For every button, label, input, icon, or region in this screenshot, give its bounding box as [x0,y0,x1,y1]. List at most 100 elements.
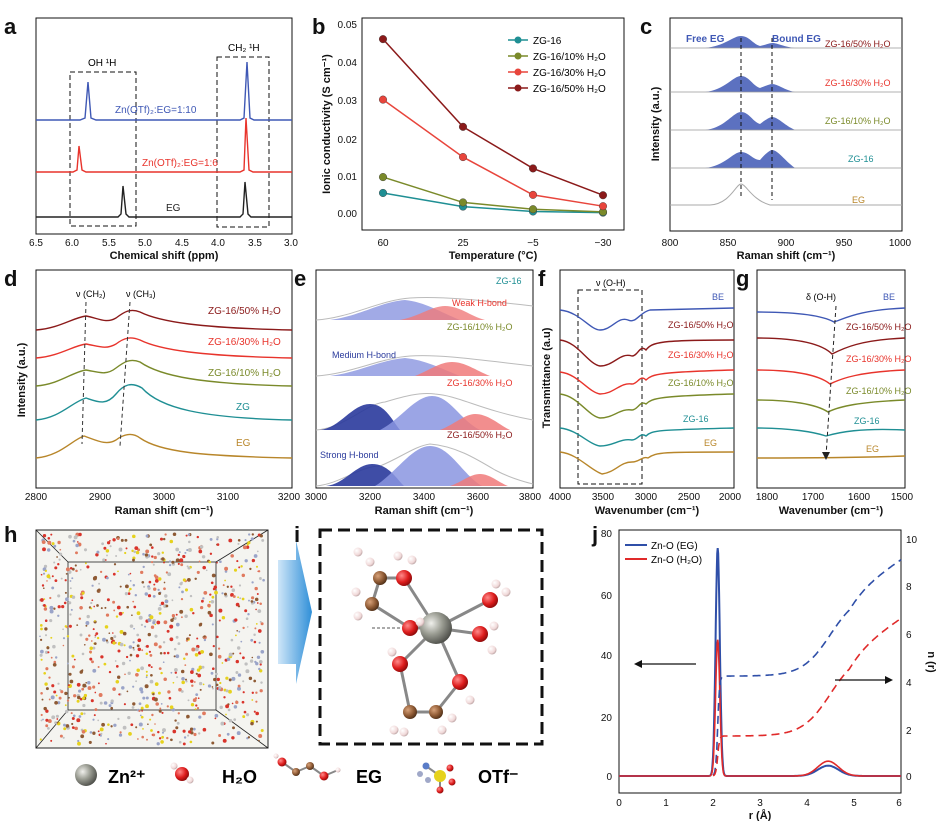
molecule-dot [227,708,231,712]
molecule-dot [218,647,221,650]
a-xtick: 3.0 [284,238,298,249]
molecule-dot [69,613,72,616]
f-30 [559,369,735,395]
molecule-dot [105,742,107,745]
molecule-dot [214,717,217,720]
molecule-dot [168,560,172,563]
legend-marker [514,68,522,76]
e-xtick: 3200 [359,492,382,503]
b-ytick: 0.03 [338,96,358,107]
molecule-dot [63,601,67,605]
g-zg16 [756,427,906,437]
molecule-dot [116,605,121,610]
nu-ch3-label: ν (CH₃) [126,289,156,299]
panel-d-ylabel: Intensity (a.u.) [16,342,28,417]
molecule-dot [169,624,174,629]
molecule-dot [214,713,219,718]
molecule-dot [90,699,94,703]
zn-atom [420,612,452,644]
molecule-dot [97,719,100,722]
molecule-dot [51,586,55,590]
molecule-dot [178,586,181,589]
molecule-dot [218,619,221,622]
molecule-dot [236,629,239,632]
molecule-dot [135,654,140,658]
molecule-dot [140,715,144,719]
molecule-dot [82,703,86,708]
molecule-dot [219,560,222,564]
molecule-dot [87,686,92,691]
o-atom [392,656,408,672]
molecule-dot [219,705,223,710]
molecule-dot [161,735,165,739]
e-label-30: ZG-16/30% H₂O [447,378,513,388]
molecule-dot [233,718,237,721]
molecule-dot [64,579,67,582]
zn-legend-label: Zn²⁺ [108,767,146,787]
molecule-dot [186,565,189,568]
molecule-dot [207,610,212,615]
molecule-dot [216,677,220,682]
molecule-dot [259,663,262,666]
molecule-dot [223,696,226,699]
series-line [382,98,604,207]
molecule-dot [76,682,81,687]
rdf-h2o [619,639,901,777]
molecule-dot [160,671,163,675]
molecule-dot [258,570,261,573]
molecule-dot [219,681,222,685]
molecule-dot [86,614,90,619]
panel-c-frame [669,17,903,232]
molecule-dot [62,644,65,647]
molecule-dot [71,567,75,571]
molecule-dot [145,534,149,538]
molecule-dot [99,701,103,705]
molecule-dot [145,652,149,655]
molecule-dot [151,555,154,558]
j-ytick-right: 8 [906,582,912,593]
molecule-dot [166,651,170,655]
molecule-dot [187,566,191,570]
molecule-dot [99,570,103,574]
zn-legend-icon [75,764,97,786]
molecule-dot [258,739,260,742]
molecule-dot [175,635,179,639]
molecule-dot [127,573,130,576]
molecule-dot [110,699,114,703]
molecule-dot [157,588,160,592]
molecule-dot [125,547,128,550]
molecule-dot [224,566,229,571]
molecule-dot [39,738,42,741]
molecule-dot [78,715,82,718]
j-ytick-right: 10 [906,535,918,546]
molecule-dot [150,666,153,669]
molecule-dot [42,534,47,538]
molecule-dot [82,683,87,688]
label-1-6: Zn(OTf)₂:EG=1:6 [142,158,218,169]
molecule-dot [149,679,154,684]
molecule-dot [255,608,257,611]
molecule-dot [198,623,203,627]
f-label-10: ZG-16/10% H₂O [668,378,734,388]
molecule-dot [174,668,178,672]
e-raw-2 [315,355,534,377]
molecule-dot [171,560,175,564]
molecule-dot [133,627,135,630]
molecule-dot [77,741,81,746]
f-eg [559,451,735,475]
molecule-dot [258,641,261,644]
molecule-dot [103,546,107,550]
molecule-dot [147,594,152,598]
g-xtick: 1600 [848,492,871,503]
molecule-dot [54,579,58,583]
molecule-dot [117,570,119,573]
molecule-dot [166,629,170,633]
molecule-dot [113,723,117,727]
panel-label-d: d [4,266,17,291]
j-ytick-left: 60 [601,591,613,602]
panel-b-yticks: 0.00 0.01 0.02 0.03 0.04 0.05 [338,20,358,220]
molecule-dot [231,736,235,740]
molecule-dot [51,684,55,688]
molecule-dot [43,706,47,711]
molecule-dot [71,577,74,580]
